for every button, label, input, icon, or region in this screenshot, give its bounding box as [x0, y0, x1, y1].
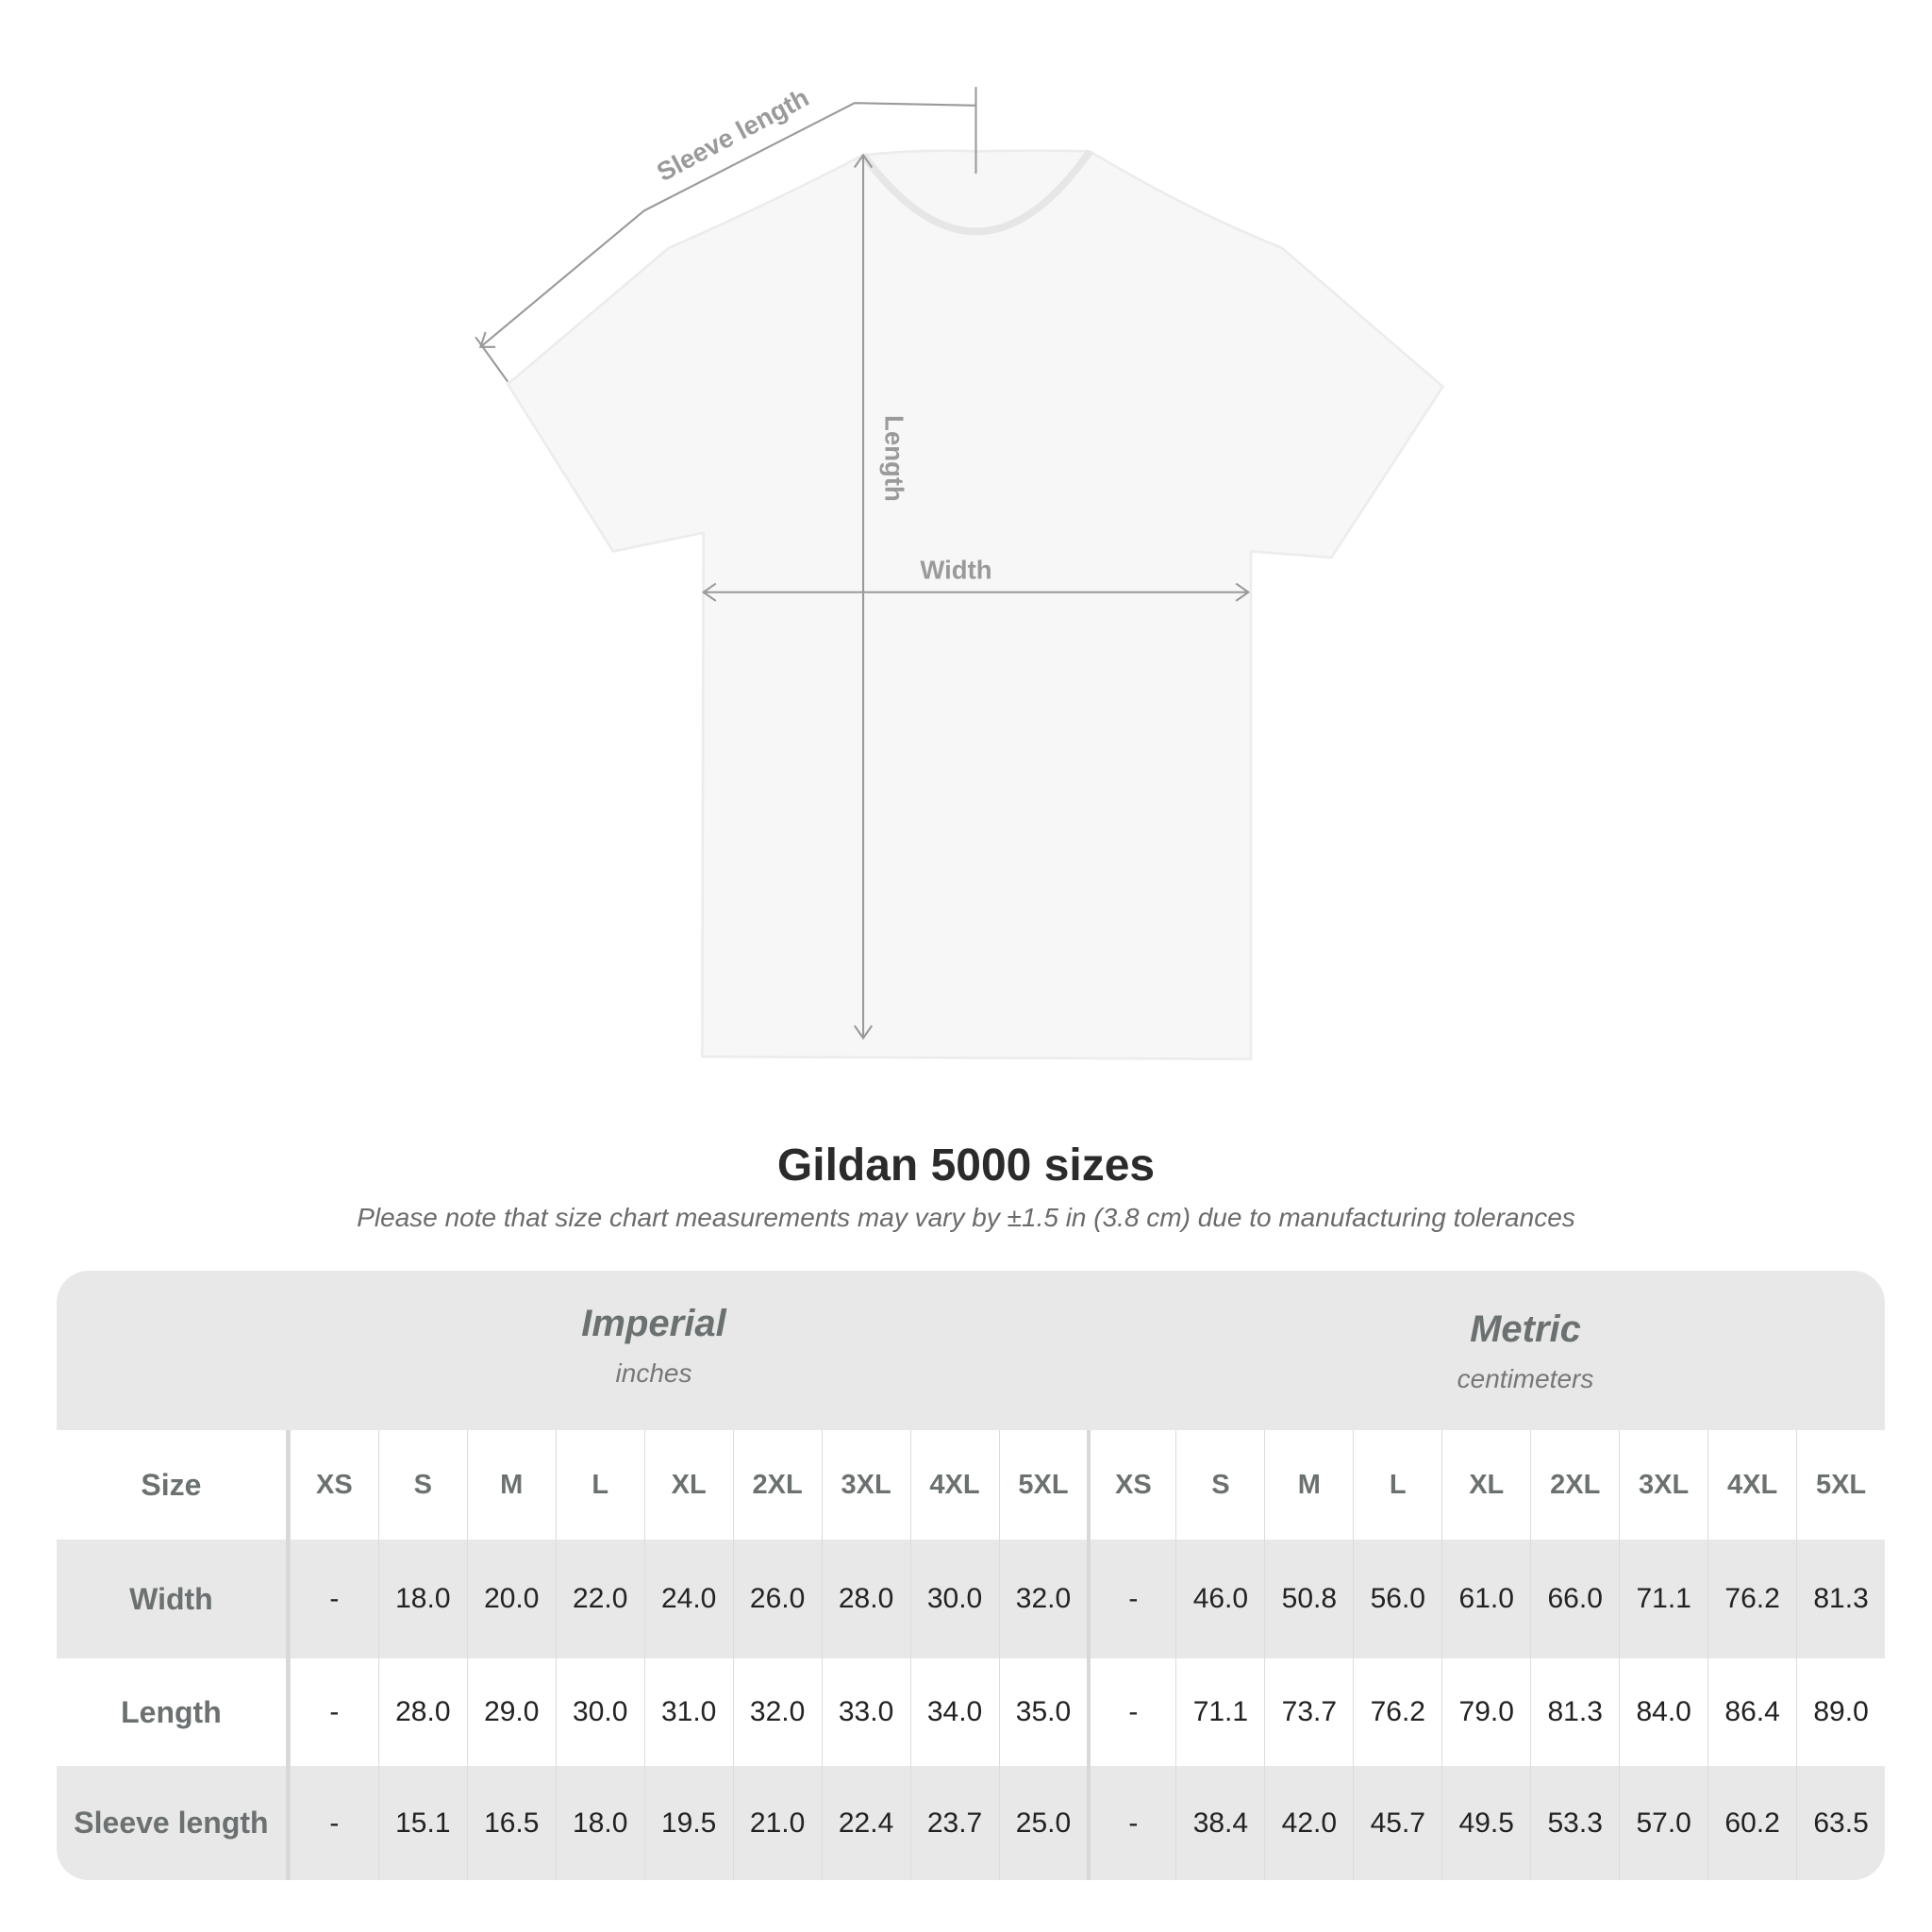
metric-value-cell: 71.1 — [1175, 1658, 1264, 1766]
imperial-value-cell: 33.0 — [821, 1658, 910, 1766]
metric-size-s: S — [1175, 1430, 1264, 1540]
imperial-value-cell: 18.0 — [555, 1766, 644, 1880]
length-label: Length — [880, 415, 909, 502]
metric-header: Metric centimeters — [1242, 1308, 1808, 1394]
imperial-value-cell: - — [289, 1658, 378, 1766]
imperial-value-cell: 31.0 — [643, 1658, 733, 1766]
tshirt-shape — [506, 149, 1445, 1061]
imperial-value-cell: - — [289, 1766, 378, 1880]
metric-value-cell: 57.0 — [1619, 1766, 1707, 1880]
metric-value-cell: 46.0 — [1175, 1540, 1264, 1658]
imperial-size-2xl: 2XL — [732, 1430, 822, 1540]
imperial-value-cell: 24.0 — [643, 1540, 733, 1658]
metric-value-cell: 73.7 — [1264, 1658, 1353, 1766]
imperial-size-s: S — [377, 1430, 467, 1540]
sleeve-length-line — [479, 102, 976, 348]
metric-value-cell: - — [1087, 1540, 1175, 1658]
imperial-value-cell: 21.0 — [732, 1766, 822, 1880]
metric-value-cell: 50.8 — [1264, 1540, 1353, 1658]
size-header-row: Size XS S M L XL 2XL 3XL 4XL 5XL XS S M L XL 2XL 3XL 4XL 5… — [57, 1430, 1885, 1540]
metric-value-cell: 53.3 — [1530, 1766, 1619, 1880]
imperial-value-cell: 30.0 — [909, 1540, 999, 1658]
table-row-width: Width -18.0 20.0 22.0 24.0 26.0 28.0 30.0 32.0-4… — [57, 1540, 1885, 1658]
metric-value-cell: - — [1087, 1658, 1175, 1766]
imperial-size-4xl: 4XL — [909, 1430, 999, 1540]
width-label: Width — [920, 555, 991, 584]
imperial-value-cell: 34.0 — [909, 1658, 999, 1766]
row-label: Width — [57, 1540, 290, 1658]
row-label: Length — [57, 1658, 290, 1766]
metric-value-cell: 63.5 — [1796, 1766, 1885, 1880]
metric-value-cell: 66.0 — [1530, 1540, 1619, 1658]
metric-value-cell: 86.4 — [1707, 1658, 1796, 1766]
metric-value-cell: 45.7 — [1353, 1766, 1441, 1880]
metric-size-xl: XL — [1441, 1430, 1530, 1540]
imperial-value-cell: 20.0 — [466, 1540, 556, 1658]
tshirt-diagram: Sleeve length Length Width — [475, 82, 1445, 1061]
metric-size-2xl: 2XL — [1530, 1430, 1619, 1540]
imperial-header: Imperial inches — [371, 1303, 937, 1389]
imperial-value-cell: 30.0 — [555, 1658, 644, 1766]
imperial-size-3xl: 3XL — [821, 1430, 910, 1540]
metric-size-4xl: 4XL — [1707, 1430, 1796, 1540]
imperial-value-cell: 15.1 — [377, 1766, 467, 1880]
imperial-value-cell: 28.0 — [821, 1540, 910, 1658]
imperial-value-cell: 32.0 — [998, 1540, 1088, 1658]
metric-unit: centimeters — [1457, 1364, 1594, 1393]
imperial-value-cell: - — [289, 1540, 378, 1658]
metric-size-3xl: 3XL — [1619, 1430, 1707, 1540]
metric-size-5xl: 5XL — [1796, 1430, 1885, 1540]
imperial-value-cell: 23.7 — [909, 1766, 999, 1880]
imperial-size-5xl: 5XL — [998, 1430, 1088, 1540]
metric-value-cell: 81.3 — [1530, 1658, 1619, 1766]
page-title: Gildan 5000 sizes — [776, 1141, 1156, 1191]
imperial-size-l: L — [555, 1430, 644, 1540]
metric-title: Metric — [1470, 1308, 1581, 1350]
imperial-value-cell: 16.5 — [466, 1766, 556, 1880]
imperial-unit: inches — [615, 1358, 692, 1388]
metric-value-cell: 71.1 — [1619, 1540, 1707, 1658]
imperial-value-cell: 28.0 — [377, 1658, 467, 1766]
imperial-value-cell: 19.5 — [643, 1766, 733, 1880]
metric-value-cell: 49.5 — [1441, 1766, 1530, 1880]
imperial-value-cell: 18.0 — [377, 1540, 467, 1658]
metric-value-cell: 61.0 — [1441, 1540, 1530, 1658]
imperial-value-cell: 25.0 — [998, 1766, 1088, 1880]
metric-size-xs: XS — [1087, 1430, 1175, 1540]
metric-value-cell: 79.0 — [1441, 1658, 1530, 1766]
imperial-size-m: M — [466, 1430, 556, 1540]
table-row-sleeve-length: Sleeve length -15.1 16.5 18.0 19.5 21.0 22.4 23… — [57, 1766, 1885, 1880]
metric-value-cell: 84.0 — [1619, 1658, 1707, 1766]
imperial-value-cell: 32.0 — [732, 1658, 822, 1766]
imperial-value-cell: 22.4 — [821, 1766, 910, 1880]
metric-value-cell: 76.2 — [1707, 1540, 1796, 1658]
row-label: Sleeve length — [57, 1766, 290, 1880]
tshirt-collar — [859, 149, 1093, 236]
metric-value-cell: 56.0 — [1353, 1540, 1441, 1658]
metric-value-cell: 42.0 — [1264, 1766, 1353, 1880]
imperial-value-cell: 22.0 — [555, 1540, 644, 1658]
imperial-size-xs: XS — [289, 1430, 378, 1540]
imperial-title: Imperial — [581, 1303, 726, 1344]
metric-value-cell: 38.4 — [1175, 1766, 1264, 1880]
metric-value-cell: 60.2 — [1707, 1766, 1796, 1880]
tolerance-note: Please note that size chart measurements… — [357, 1203, 1575, 1232]
size-label: Size — [57, 1430, 290, 1540]
imperial-value-cell: 26.0 — [732, 1540, 822, 1658]
metric-value-cell: 81.3 — [1796, 1540, 1885, 1658]
metric-size-m: M — [1264, 1430, 1353, 1540]
sleeve-length-label: Sleeve length — [652, 82, 813, 187]
imperial-size-xl: XL — [643, 1430, 733, 1540]
imperial-value-cell: 35.0 — [998, 1658, 1088, 1766]
size-table: Imperial inches Metric centimeters Size X… — [57, 1271, 1885, 1880]
imperial-value-cell: 29.0 — [466, 1658, 556, 1766]
metric-value-cell: 89.0 — [1796, 1658, 1885, 1766]
metric-value-cell: - — [1087, 1766, 1175, 1880]
metric-value-cell: 76.2 — [1353, 1658, 1441, 1766]
metric-size-l: L — [1353, 1430, 1441, 1540]
table-row-length: Length -28.0 29.0 30.0 31.0 32.0 33.0 34.0 35.0-… — [57, 1658, 1885, 1766]
